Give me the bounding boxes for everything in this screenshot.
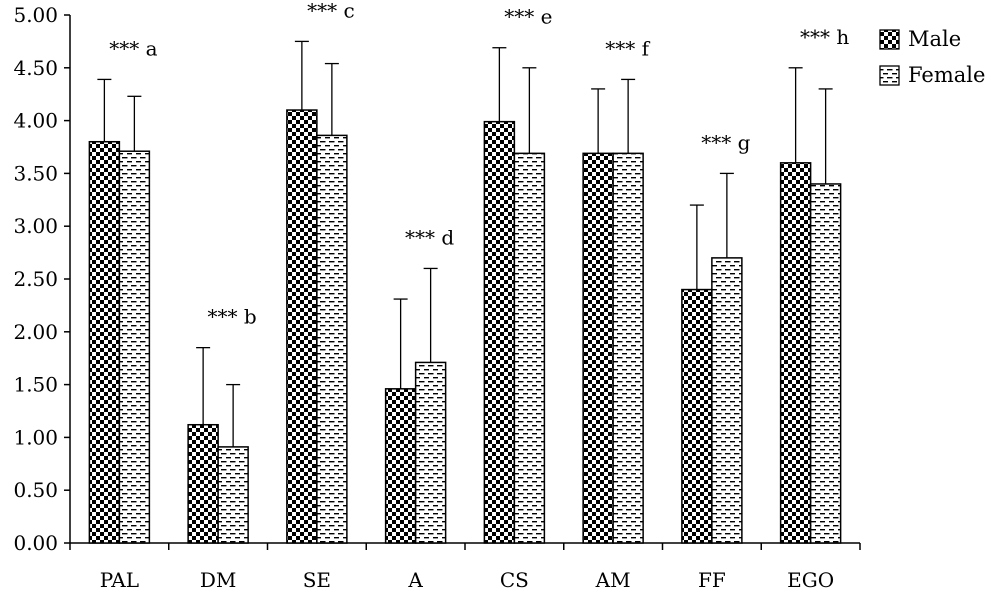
bar-female-se [316, 134, 348, 544]
x-tick-label-ego: EGO [787, 568, 834, 592]
bar-male-dm [187, 423, 219, 544]
annotation-ff: *** g [701, 130, 750, 154]
bar-female-am [612, 152, 644, 544]
x-tick-label-a: A [407, 568, 423, 592]
x-tick-label-cs: CS [500, 568, 529, 592]
bars [88, 109, 842, 544]
y-tick-label: 3.50 [13, 161, 58, 185]
y-tick-label: 5.00 [13, 3, 58, 27]
x-tick-label-pal: PAL [100, 568, 139, 592]
y-tick-label: 4.50 [13, 56, 58, 80]
bar-female-a [414, 361, 447, 544]
annotation-dm: *** b [208, 305, 257, 329]
bar-male-ff [681, 288, 713, 544]
legend-label-female: Female [908, 63, 985, 87]
annotation-se: *** c [307, 0, 355, 22]
x-tick-label-se: SE [303, 568, 331, 592]
y-tick-label: 3.00 [13, 214, 58, 238]
y-tick-label: 2.00 [13, 320, 58, 344]
y-tick-label: 1.50 [13, 373, 58, 397]
bar-male-pal [88, 140, 121, 544]
y-tick-label: 0.50 [13, 478, 58, 502]
y-tick-label: 0.00 [13, 531, 58, 555]
y-tick-label: 1.00 [13, 425, 58, 449]
legend-swatch-male [879, 29, 900, 50]
axes: 0.00 0.50 1.00 1.50 2.00 2.50 3.00 3.50 4.00 4.50… [13, 3, 861, 555]
y-tick-label: 2.50 [13, 267, 58, 291]
bar-female-dm [217, 446, 249, 544]
x-tick-label-am: AM [595, 568, 631, 592]
bar-female-ego [809, 183, 842, 544]
annotation-cs: *** e [504, 5, 552, 29]
bar-female-ff [711, 257, 743, 544]
legend: Male Female [879, 27, 985, 87]
bar-male-ego [779, 162, 812, 544]
bar-female-pal [118, 150, 151, 544]
error-bars [97, 40, 833, 447]
annotation-am: *** f [605, 36, 650, 60]
bar-male-am [582, 152, 614, 544]
annotation-pal: *** a [109, 36, 157, 60]
x-tick-label-ff: FF [698, 568, 726, 592]
bar-male-se [286, 109, 318, 544]
bar-male-a [384, 388, 417, 544]
bar-female-cs [513, 152, 546, 544]
labels: PAL *** a DM *** b SE *** c A *** d CS *** e AM ***… [100, 0, 850, 592]
annotation-ego: *** h [800, 25, 849, 49]
x-tick-label-dm: DM [200, 568, 237, 592]
bar-male-cs [483, 120, 516, 544]
y-tick-label: 4.00 [13, 109, 58, 133]
legend-label-male: Male [908, 27, 961, 51]
legend-swatch-female [879, 65, 900, 86]
annotation-a: *** d [405, 225, 454, 249]
